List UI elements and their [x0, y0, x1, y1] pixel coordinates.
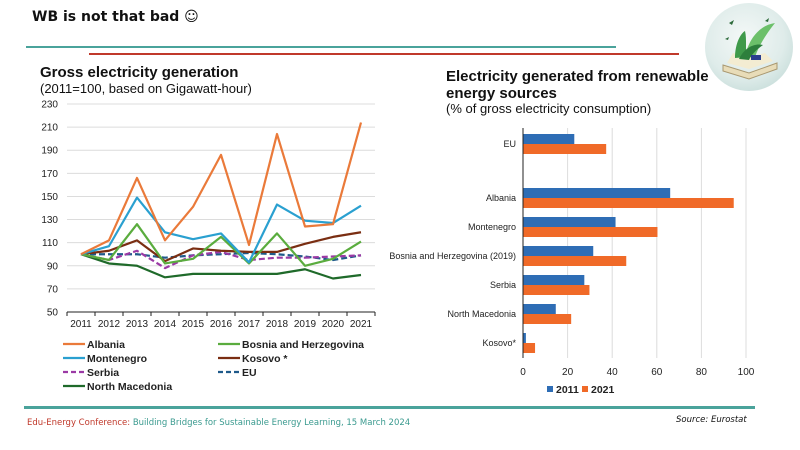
legend-label: Kosovo *	[242, 353, 288, 365]
legend-swatch	[547, 386, 553, 392]
x-tick-label: 0	[520, 367, 526, 378]
book-with-plants-illustration-icon	[705, 3, 793, 91]
x-tick-label: 2014	[154, 319, 177, 330]
legend-label: Albania	[87, 339, 125, 351]
footer-conference-name: Edu-Energy Conference:	[27, 418, 131, 428]
legend-label: Bosnia and Herzegovina	[242, 339, 364, 351]
legend-swatch	[582, 386, 588, 392]
line-chart-subtitle: (2011=100, based on Gigawatt-hour)	[40, 81, 252, 96]
divider-teal	[26, 46, 616, 48]
x-tick-label: 20	[562, 367, 574, 378]
bar-2011	[523, 188, 671, 198]
x-tick-label: 2013	[126, 319, 149, 330]
y-tick-label: 210	[41, 123, 58, 134]
line-chart-title: Gross electricity generation	[40, 64, 239, 81]
legend-label: Serbia	[87, 367, 119, 379]
x-tick-label: 2018	[266, 319, 289, 330]
x-tick-label: 100	[738, 367, 755, 378]
legend-label: 2021	[591, 384, 615, 396]
source-note: Source: Eurostat	[676, 415, 747, 425]
series-line-kosovo	[80, 231, 362, 263]
category-label: Montenegro	[468, 222, 516, 232]
legend-label: North Macedonia	[87, 381, 172, 393]
y-tick-label: 70	[47, 284, 59, 295]
y-tick-label: 190	[41, 146, 58, 157]
bar-2021	[523, 314, 572, 324]
bar-2021	[523, 285, 590, 295]
x-tick-label: 40	[607, 367, 619, 378]
line-chart: 50 70 90 110 130 150 170 190 210 230 2011 2012 2013 2…	[41, 100, 376, 393]
footer-divider-right	[495, 406, 755, 409]
category-label: EU	[503, 139, 516, 149]
footer-conference: Edu-Energy Conference: Building Bridges …	[27, 418, 410, 428]
category-label: Serbia	[490, 280, 516, 290]
x-tick-label: 2021	[350, 319, 373, 330]
bar-chart-subtitle: (% of gross electricity consumption)	[446, 101, 652, 116]
bar-2021	[523, 343, 536, 353]
x-tick-label: 2012	[98, 319, 121, 330]
category-label: Bosnia and Herzegovina (2019)	[389, 251, 516, 261]
x-tick-label: 2019	[294, 319, 317, 330]
bar-2021	[523, 256, 627, 266]
y-tick-label: 110	[42, 238, 58, 249]
series-line-albania	[80, 122, 363, 256]
footer-divider	[24, 406, 495, 409]
series-line-north-macedonia	[80, 253, 362, 280]
x-tick-label: 2015	[182, 319, 205, 330]
x-tick-label: 80	[696, 367, 708, 378]
legend-label: EU	[242, 367, 257, 379]
x-tick-label: 2011	[70, 319, 92, 330]
bar-2021	[523, 198, 734, 208]
x-tick-label: 2016	[210, 319, 233, 330]
divider-red	[89, 53, 679, 55]
x-tick-label: 2020	[322, 319, 345, 330]
category-label: Albania	[486, 193, 516, 203]
y-tick-label: 150	[41, 192, 58, 203]
slide-title: WB is not that bad ☺	[32, 9, 199, 25]
y-tick-label: 50	[47, 308, 59, 319]
bar-2011	[523, 246, 594, 256]
x-tick-label: 60	[651, 367, 663, 378]
legend-label: Montenegro	[87, 353, 147, 365]
category-label: Kosovo*	[482, 338, 516, 348]
category-label: North Macedonia	[447, 309, 516, 319]
y-tick-label: 130	[41, 215, 58, 226]
bar-2011	[523, 134, 575, 144]
bar-2011	[523, 333, 526, 343]
bar-chart: 0 20 40 60 80 100 EU Albania Montenegro Bosnia an…	[389, 128, 755, 396]
bar-2021	[523, 144, 607, 154]
logo-graphic	[722, 18, 778, 80]
bar-chart-title: Electricity generated from renewable ene…	[446, 68, 709, 102]
series-line-bosnia-and-herzegovina	[80, 223, 362, 267]
y-tick-label: 170	[41, 169, 58, 180]
legend-label: 2011	[556, 384, 579, 396]
bar-2011	[523, 275, 585, 285]
series-line-montenegro	[80, 196, 362, 264]
bar-2011	[523, 304, 556, 314]
bar-2021	[523, 227, 658, 237]
x-tick-label: 2017	[238, 319, 261, 330]
series-line-serbia	[80, 249, 362, 270]
y-tick-label: 90	[47, 261, 59, 272]
footer-conference-text: Building Bridges for Sustainable Energy …	[130, 418, 411, 428]
y-tick-label: 230	[41, 100, 58, 111]
bar-2011	[523, 217, 616, 227]
